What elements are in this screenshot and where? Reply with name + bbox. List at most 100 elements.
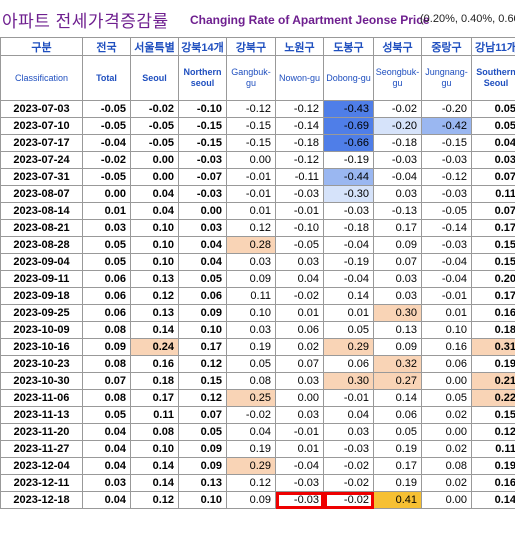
value-cell: -0.04 [323,236,374,254]
value-cell: -0.14 [275,117,324,135]
value-cell: 0.10 [421,321,472,339]
header-en-gangbuk: Gangbuk-gu [226,55,276,101]
value-cell: 0.03 [373,270,422,288]
value-cell: 0.16 [471,304,515,322]
value-cell: 0.05 [178,423,227,441]
date-cell: 2023-12-11 [0,474,83,492]
value-cell: -0.43 [323,100,374,118]
value-cell: 0.04 [323,406,374,424]
value-cell: -0.19 [323,151,374,169]
value-cell: -0.03 [323,202,374,220]
value-cell: 0.15 [178,372,227,390]
value-cell: 0.00 [421,423,472,441]
value-cell: -0.03 [178,151,227,169]
value-cell: 0.00 [82,185,131,203]
header-row-english: Classification Total Seoul Northern seou… [0,55,515,101]
value-cell: 0.06 [178,287,227,305]
value-cell: -0.03 [421,151,472,169]
value-cell: 0.03 [275,406,324,424]
value-cell: 0.41 [373,491,422,509]
header-kr-gangbuk: 강북구 [226,37,276,56]
date-cell: 2023-10-09 [0,321,83,339]
value-cell: 0.07 [275,355,324,373]
value-cell: -0.03 [323,440,374,458]
value-cell: -0.05 [130,134,179,152]
date-cell: 2023-11-20 [0,423,83,441]
value-cell: 0.08 [421,457,472,475]
value-cell: -0.18 [373,134,422,152]
value-cell: 0.10 [130,253,179,271]
value-cell: -0.69 [323,117,374,135]
title-korean: 아파트 전세가격증감률 [2,12,169,31]
value-cell: 0.03 [275,253,324,271]
value-cell: 0.17 [471,287,515,305]
value-cell: 0.06 [373,406,422,424]
value-cell: 0.03 [373,185,422,203]
value-cell: -0.01 [226,185,276,203]
date-cell: 2023-10-16 [0,338,83,356]
value-cell: -0.20 [421,100,472,118]
value-cell: -0.05 [130,117,179,135]
value-cell: 0.04 [178,253,227,271]
value-cell: 0.10 [130,219,179,237]
value-cell: 0.05 [471,117,515,135]
value-cell: -0.05 [82,100,131,118]
value-cell: 0.11 [471,185,515,203]
header-en-total: Total [82,55,131,101]
date-cell: 2023-11-27 [0,440,83,458]
value-cell: 0.31 [471,338,515,356]
value-cell: -0.03 [275,474,324,492]
date-cell: 2023-11-06 [0,389,83,407]
table-row: 2023-11-06 0.08 0.17 0.12 0.25 0.00 -0.01 0.14 0… [0,389,515,407]
value-cell: -0.12 [275,100,324,118]
value-cell: -0.03 [421,185,472,203]
value-cell: 0.12 [226,219,276,237]
value-cell: 0.06 [82,304,131,322]
header-en-dobong: Dobong-gu [323,55,374,101]
value-cell: 0.04 [178,236,227,254]
value-cell: -0.07 [178,168,227,186]
title-bar: 아파트 전세가격증감률 Changing Rate of Apartment J… [0,0,515,36]
table-row: 2023-12-11 0.03 0.14 0.13 0.12 -0.03 -0.02 0.19… [0,474,515,492]
value-cell: 0.01 [82,202,131,220]
value-cell: 0.00 [421,372,472,390]
value-cell: -0.04 [373,168,422,186]
value-cell: 0.06 [82,270,131,288]
value-cell: -0.01 [275,423,324,441]
value-cell: 0.19 [471,457,515,475]
value-cell: -0.10 [275,219,324,237]
value-cell: 0.19 [373,440,422,458]
value-cell: 0.21 [471,372,515,390]
value-cell: 0.12 [130,287,179,305]
value-cell: -0.05 [275,236,324,254]
value-cell: -0.03 [421,236,472,254]
value-cell: 0.03 [226,253,276,271]
date-cell: 2023-09-18 [0,287,83,305]
header-en-nowon: Nowon-gu [275,55,324,101]
value-cell: 0.09 [373,236,422,254]
value-cell: -0.02 [130,100,179,118]
value-cell: 0.29 [323,338,374,356]
value-cell: 0.00 [130,151,179,169]
value-cell: 0.10 [130,440,179,458]
header-kr-dobong: 도봉구 [323,37,374,56]
value-cell: 0.17 [178,338,227,356]
table-row: 2023-11-27 0.04 0.10 0.09 0.19 0.01 -0.03 0.19 0… [0,440,515,458]
value-cell: -0.14 [421,219,472,237]
value-cell: -0.04 [275,457,324,475]
value-cell: -0.12 [421,168,472,186]
table-row: 2023-08-07 0.00 0.04 -0.03 -0.01 -0.03 -0.30 0.… [0,185,515,203]
value-cell: 0.08 [82,321,131,339]
value-cell: 0.32 [373,355,422,373]
value-cell: 0.00 [130,168,179,186]
value-cell: -0.04 [421,270,472,288]
value-cell: 0.04 [275,270,324,288]
header-en-jungnang: Jungnang-gu [421,55,472,101]
value-cell: 0.22 [471,389,515,407]
value-cell: 0.03 [471,151,515,169]
value-cell: 0.02 [421,474,472,492]
value-cell: -0.44 [323,168,374,186]
date-cell: 2023-08-28 [0,236,83,254]
value-cell: 0.03 [226,321,276,339]
value-cell: 0.19 [373,474,422,492]
